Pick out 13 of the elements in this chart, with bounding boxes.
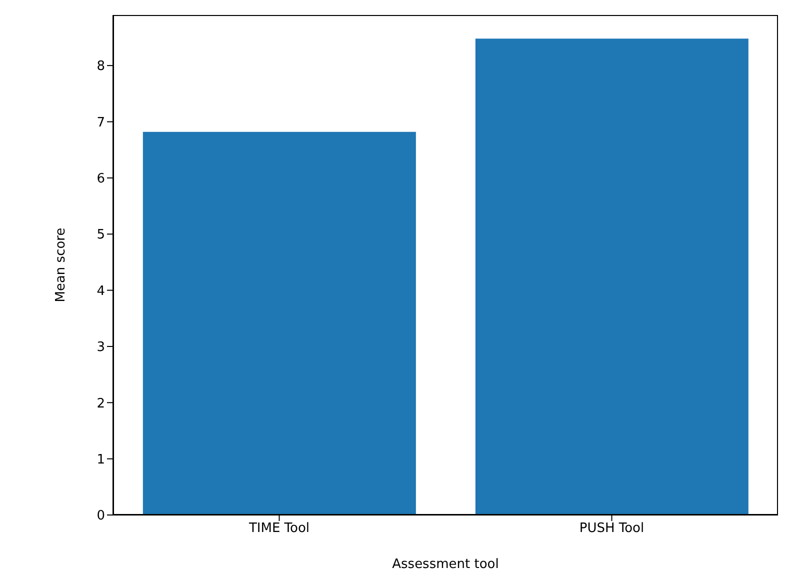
y-tick-label: 8: [96, 59, 105, 74]
y-tick-label: 0: [96, 508, 105, 524]
y-tick-label: 7: [96, 115, 105, 130]
y-tick-label: 1: [96, 452, 105, 468]
y-tick-label: 2: [96, 396, 105, 412]
y-tick-label: 3: [96, 340, 105, 356]
y-axis-title: Mean score: [54, 228, 69, 302]
y-tick-label: 5: [96, 228, 105, 243]
x-tick-label: TIME Tool: [248, 521, 310, 536]
x-axis-title: Assessment tool: [392, 557, 499, 572]
y-tick-label: 4: [96, 284, 105, 299]
y-tick-label: 6: [96, 172, 105, 187]
x-tick-label: PUSH Tool: [579, 521, 644, 536]
